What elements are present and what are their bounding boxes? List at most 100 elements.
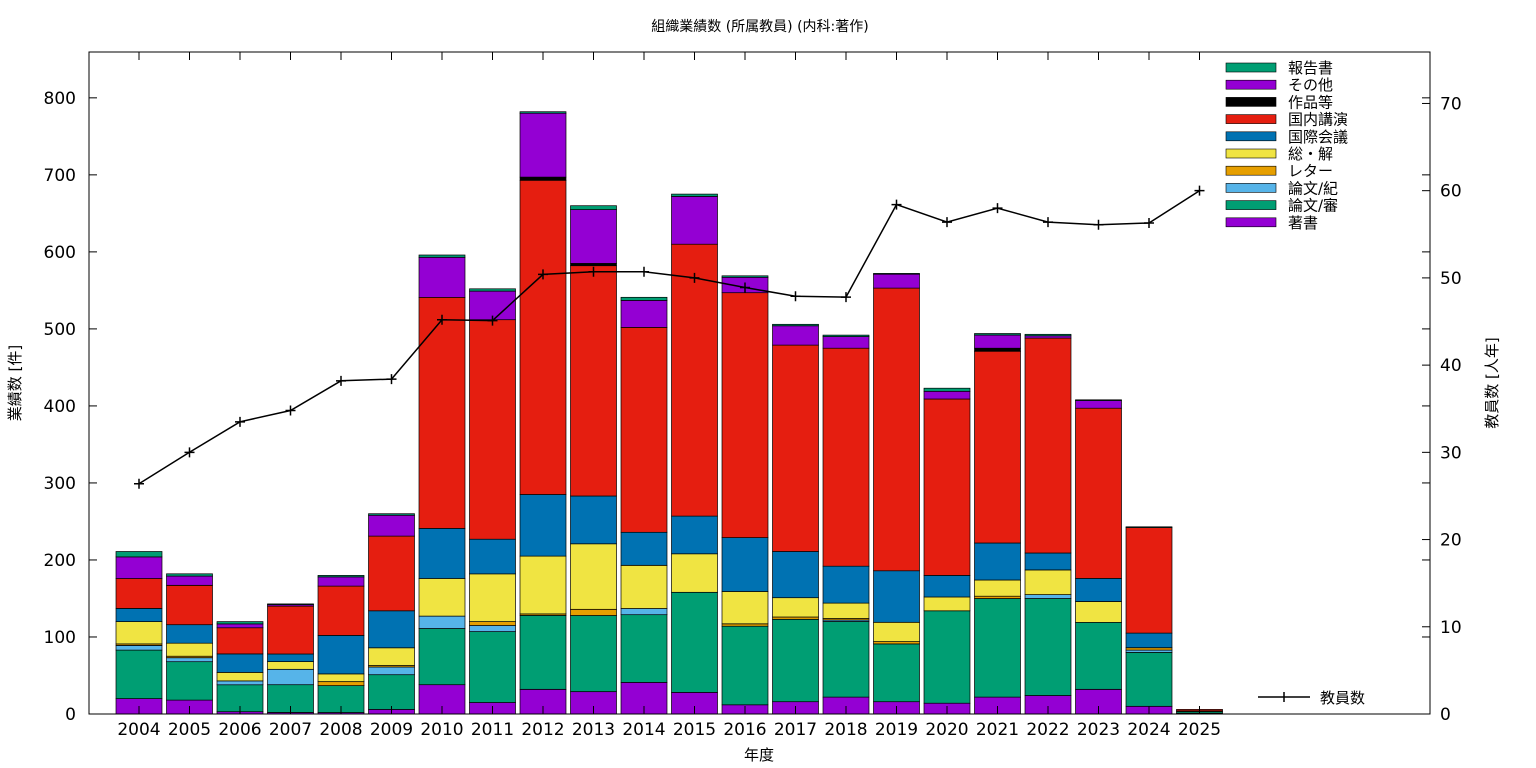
- bar-segment: [822, 621, 870, 698]
- bar-segment: [822, 334, 870, 337]
- y2-tick-label: 50: [1440, 269, 1462, 289]
- bar-segment: [974, 347, 1021, 352]
- x-tick-label: 2016: [723, 720, 766, 740]
- line-point: [1093, 219, 1104, 230]
- legend-label: 国内講演: [1288, 111, 1348, 129]
- line-point: [184, 447, 195, 458]
- y2-tick-label: 20: [1440, 531, 1462, 551]
- bar-segment: [368, 647, 415, 666]
- legend-label: 論文/紀: [1288, 179, 1338, 197]
- bar-segment: [620, 300, 668, 328]
- line-point: [285, 405, 296, 416]
- bar-segment: [1125, 526, 1173, 528]
- bar-segment: [166, 661, 213, 701]
- bar-segment: [166, 575, 213, 586]
- bar-segment: [166, 624, 213, 644]
- bar-segment: [570, 608, 617, 616]
- bar-segment: [620, 531, 668, 566]
- bars-layer: [115, 111, 1223, 715]
- plot-frame: [88, 51, 1431, 715]
- line-point: [992, 203, 1003, 214]
- bar-segment: [1024, 337, 1072, 554]
- bar-segment: [671, 193, 718, 197]
- bar-segment: [519, 179, 567, 495]
- legend-line-sample: [1258, 692, 1310, 702]
- bar-segment: [519, 112, 567, 178]
- bar-segment: [822, 565, 870, 604]
- x-tick-label: 2014: [622, 720, 665, 740]
- line-point: [740, 282, 750, 293]
- legend-swatch: [1225, 200, 1277, 210]
- line-point: [386, 374, 397, 385]
- y-tick-label: 100: [44, 628, 76, 648]
- bar-segment: [822, 336, 870, 349]
- bar-segment: [873, 643, 920, 703]
- bar-segment: [570, 209, 617, 264]
- legend-label: 教員数: [1320, 689, 1365, 707]
- bar-segment: [671, 553, 718, 593]
- line-point: [538, 269, 548, 280]
- bar-segment: [1024, 594, 1072, 599]
- bar-segment: [216, 623, 264, 629]
- bar-segment: [721, 591, 769, 625]
- bar-segment: [418, 256, 466, 298]
- bar-segment: [469, 573, 516, 622]
- bar-segment: [1075, 689, 1122, 715]
- line-point: [1043, 217, 1053, 228]
- y-axis-left: 0 100 200 300 400 500 600 700 800: [44, 89, 1430, 725]
- bar-segment: [267, 668, 314, 686]
- line-point: [1194, 185, 1205, 196]
- y-tick-label: 0: [65, 705, 76, 725]
- x-tick-label: 2005: [168, 720, 211, 740]
- legend-label: 著書: [1288, 214, 1318, 232]
- bar-segment: [974, 542, 1021, 581]
- y-tick-label: 300: [44, 474, 76, 494]
- bar-segment: [368, 535, 415, 612]
- bar-segment: [721, 623, 769, 627]
- x-tick-label: 2009: [370, 720, 413, 740]
- bar-segment: [721, 537, 769, 592]
- bar-segment: [519, 555, 567, 615]
- bar-segment: [873, 570, 920, 623]
- bar-segment: [166, 642, 213, 657]
- legend-swatch: [1225, 97, 1277, 107]
- line-point: [336, 375, 346, 386]
- bar-segment: [570, 543, 617, 610]
- bar-segment: [418, 615, 466, 629]
- line-point: [1144, 217, 1154, 228]
- bar-segment: [1024, 333, 1072, 337]
- x-tick-label: 2024: [1127, 720, 1170, 740]
- bar-segment: [317, 576, 365, 587]
- y-tick-label: 200: [44, 551, 76, 571]
- y-tick-label: 400: [44, 397, 76, 417]
- bar-segment: [620, 608, 668, 616]
- bar-segment: [216, 672, 264, 682]
- legend-swatch: [1225, 62, 1277, 73]
- bar-segment: [1125, 632, 1173, 649]
- y-tick-label: 500: [44, 320, 76, 340]
- bar-segment: [368, 513, 415, 516]
- bar-segment: [317, 575, 365, 578]
- x-tick-label: 2025: [1178, 720, 1221, 740]
- bar-segment: [368, 610, 415, 649]
- bar-segment: [317, 673, 365, 682]
- bar-segment: [1125, 647, 1173, 651]
- chart-title: 組織業績数 (所属教員) (内科:著作): [651, 19, 868, 35]
- bar-segment: [115, 621, 163, 645]
- x-axis: 2004 2005 2006 2007 2008 2009 2010 2011 2012 2013…: [117, 52, 1221, 740]
- bar-segment: [822, 347, 870, 567]
- bar-segment: [267, 603, 314, 606]
- bar-segment: [519, 111, 567, 114]
- bar-segment: [923, 610, 971, 704]
- bar-segment: [873, 273, 920, 289]
- legend-swatch: [1225, 217, 1277, 228]
- line-series-faculty-count: [138, 190, 1200, 485]
- legend-swatch: [1225, 79, 1277, 90]
- bar-segment: [772, 618, 819, 703]
- bar-segment: [974, 579, 1021, 597]
- line-point: [134, 478, 144, 489]
- bar-segment: [469, 288, 516, 292]
- line-point: [487, 315, 498, 326]
- bar-segment: [166, 585, 213, 626]
